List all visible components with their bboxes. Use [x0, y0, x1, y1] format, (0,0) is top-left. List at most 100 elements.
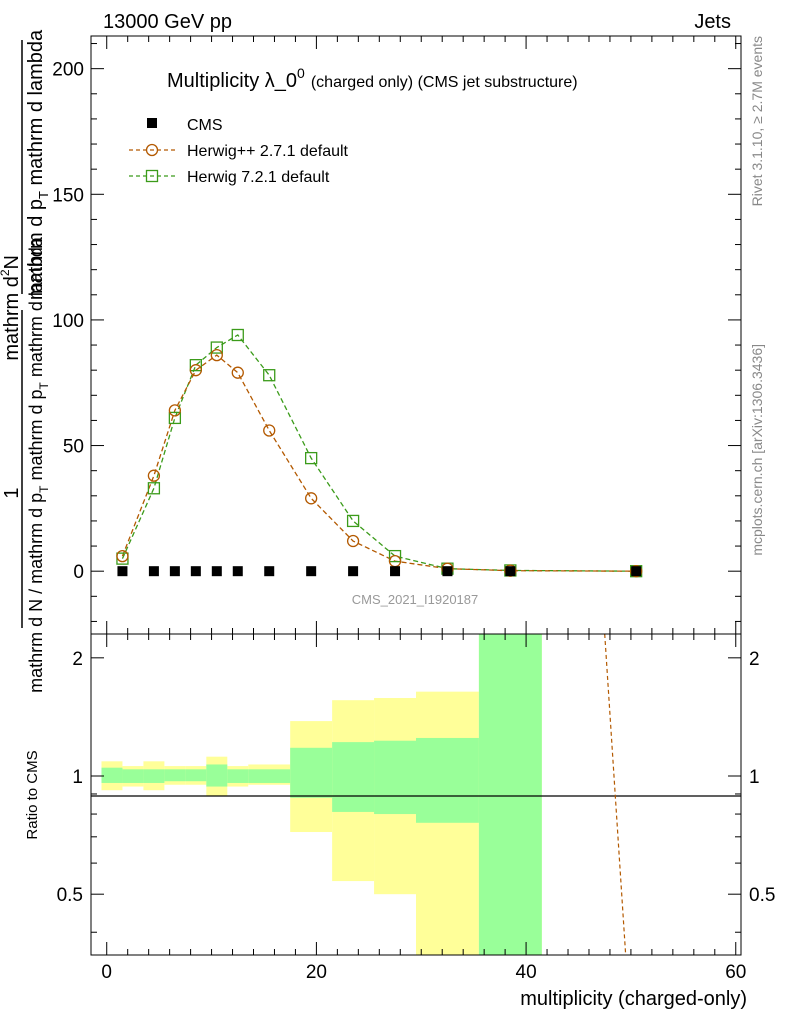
ratio-y-tick-label-left: 0.5 — [57, 885, 83, 906]
main-axis-ticks — [91, 36, 741, 634]
cms-data-point — [211, 566, 222, 577]
header-right-label: Jets — [694, 11, 731, 33]
ratio-y-tick-label-right: 1 — [749, 767, 760, 788]
ylabel-numerator-one: 1 — [1, 487, 23, 498]
main-y-tick-label: 100 — [52, 311, 84, 332]
ratio-y-tick-label-left: 1 — [72, 767, 83, 788]
ylabel-bottom: mathrm d N / mathrm d pT mathrm d pT mat… — [26, 236, 51, 693]
main-y-tick-label: 50 — [63, 437, 84, 458]
legend-label-herwigpp: Herwig++ 2.7.1 default — [187, 143, 349, 160]
main-y-tick-label: 200 — [52, 60, 84, 81]
legend-label-cms: CMS — [187, 117, 223, 134]
herwigpp-point — [231, 366, 244, 379]
ylabel-line1-text: mathrm d — [1, 276, 23, 360]
x-tick-labels: 0 20 40 60 — [101, 962, 746, 983]
herwig7-point — [168, 411, 182, 425]
legend-marker-cms — [147, 118, 157, 128]
legend-marker-herwigpp — [145, 143, 159, 157]
herwigpp-point — [210, 348, 223, 362]
cms-data-point — [306, 566, 317, 577]
x-tick-label: 20 — [306, 962, 327, 983]
ylabel-line1: mathrm d2N — [0, 255, 23, 361]
x-tick-label: 60 — [725, 962, 746, 983]
x-tick-label: 40 — [516, 962, 537, 983]
herwigpp-point — [630, 565, 643, 578]
herwig7-point — [388, 549, 402, 563]
ratio-band-inner — [122, 769, 144, 783]
ratio-plot: 0.5 0.5 1 1 2 2 0 20 40 60 — [57, 633, 776, 983]
herwigpp-point — [346, 534, 360, 548]
herwig7-point — [189, 359, 202, 372]
ylabel-line2-text: mathrm d p — [25, 199, 47, 300]
herwigpp-point — [168, 404, 182, 417]
ratio-band-inner — [185, 769, 207, 782]
ylabel-line1-sup: 2 — [0, 269, 12, 276]
ylabel-line2-sub: T — [36, 191, 51, 199]
cms-data-point — [264, 566, 275, 577]
ratio-band-inner — [290, 747, 333, 798]
main-y-axis-label: 1 mathrm d2N mathrm d pT mathrm d lambda… — [0, 29, 51, 693]
cms-data-point — [390, 566, 401, 577]
cms-data-point — [631, 566, 642, 577]
cms-data-point — [348, 566, 359, 577]
herwigpp-ratio-line — [604, 633, 627, 956]
legend-label-herwig7: Herwig 7.2.1 default — [187, 169, 330, 186]
ratio-y-tick-labels: 0.5 0.5 1 1 2 2 — [57, 649, 776, 906]
ylabel-bottom-sub2: T — [37, 381, 51, 389]
main-series-layer — [116, 328, 643, 578]
ylabel-line2: mathrm d pT mathrm d lambda — [25, 29, 51, 300]
main-y-tick-label: 0 — [73, 562, 84, 583]
rivet-version-label: Rivet 3.1.10, ≥ 2.7M events — [749, 36, 765, 206]
herwigpp-point — [263, 424, 276, 437]
main-title-superscript: 0 — [297, 65, 305, 81]
herwigpp-point — [116, 549, 129, 563]
ratio-y-axis-label: Ratio to CMS — [24, 750, 41, 839]
herwig7-point — [305, 451, 318, 465]
herwigpp-point — [147, 469, 161, 482]
main-title-subtitle: (charged only) (CMS jet substructure) — [311, 74, 578, 91]
ratio-band-inner — [101, 767, 123, 783]
ratio-plot-frame — [90, 633, 742, 956]
ratio-band-inner — [227, 769, 249, 783]
cms-data-point — [442, 566, 453, 577]
cms-data-point — [117, 566, 128, 577]
ratio-band-inner — [206, 764, 228, 787]
mcplots-label: mcplots.cern.ch [arXiv:1306.3436] — [749, 344, 765, 556]
ratio-axis-ticks — [91, 634, 741, 955]
ratio-y-tick-label-right: 0.5 — [749, 885, 775, 906]
herwigpp-line — [121, 354, 637, 572]
ylabel-bottom-text: mathrm d N / mathrm d p — [26, 493, 46, 693]
x-tick-label: 0 — [101, 962, 112, 983]
legend-marker-herwig7 — [145, 169, 159, 183]
ylabel-line2-tail: mathrm d lambda — [25, 29, 47, 191]
main-title: Multiplicity λ_00 (charged only) (CMS jet… — [167, 65, 578, 92]
cms-data-point — [505, 566, 516, 577]
herwigpp-point — [305, 492, 318, 505]
ratio-band-inner — [164, 769, 186, 782]
ratio-uncertainty-bands — [101, 634, 542, 955]
ratio-band-inner — [374, 740, 416, 815]
herwig7-point — [346, 514, 360, 528]
ratio-band-inner — [332, 742, 375, 812]
cms-data-point — [169, 566, 180, 577]
main-y-tick-labels: 0 50 100 150 200 — [52, 60, 84, 584]
ratio-y-tick-label-right: 2 — [749, 649, 760, 670]
ylabel-line1-tail: N — [1, 255, 23, 269]
main-title-text: Multiplicity λ_0 — [167, 70, 297, 92]
ylabel-bottom-tail: mathrm d p — [26, 389, 46, 485]
ratio-y-tick-label-left: 2 — [72, 649, 83, 670]
ylabel-bottom-tail2: mathrm d lambda — [26, 236, 46, 382]
ylabel-bottom-sub: T — [37, 485, 51, 493]
ratio-mc-lines — [604, 633, 627, 956]
ratio-band-outer — [416, 691, 479, 955]
herwig7-point — [147, 482, 161, 495]
main-watermark: CMS_2021_I1920187 — [352, 592, 479, 607]
x-axis-label: multiplicity (charged-only) — [520, 988, 747, 1010]
herwig7-point — [210, 341, 223, 354]
herwigpp-point — [189, 364, 202, 377]
ratio-band-inner — [416, 737, 479, 823]
herwig7-point — [263, 369, 276, 382]
header-left-label: 13000 GeV pp — [103, 11, 232, 33]
ratio-band-inner — [478, 634, 542, 955]
